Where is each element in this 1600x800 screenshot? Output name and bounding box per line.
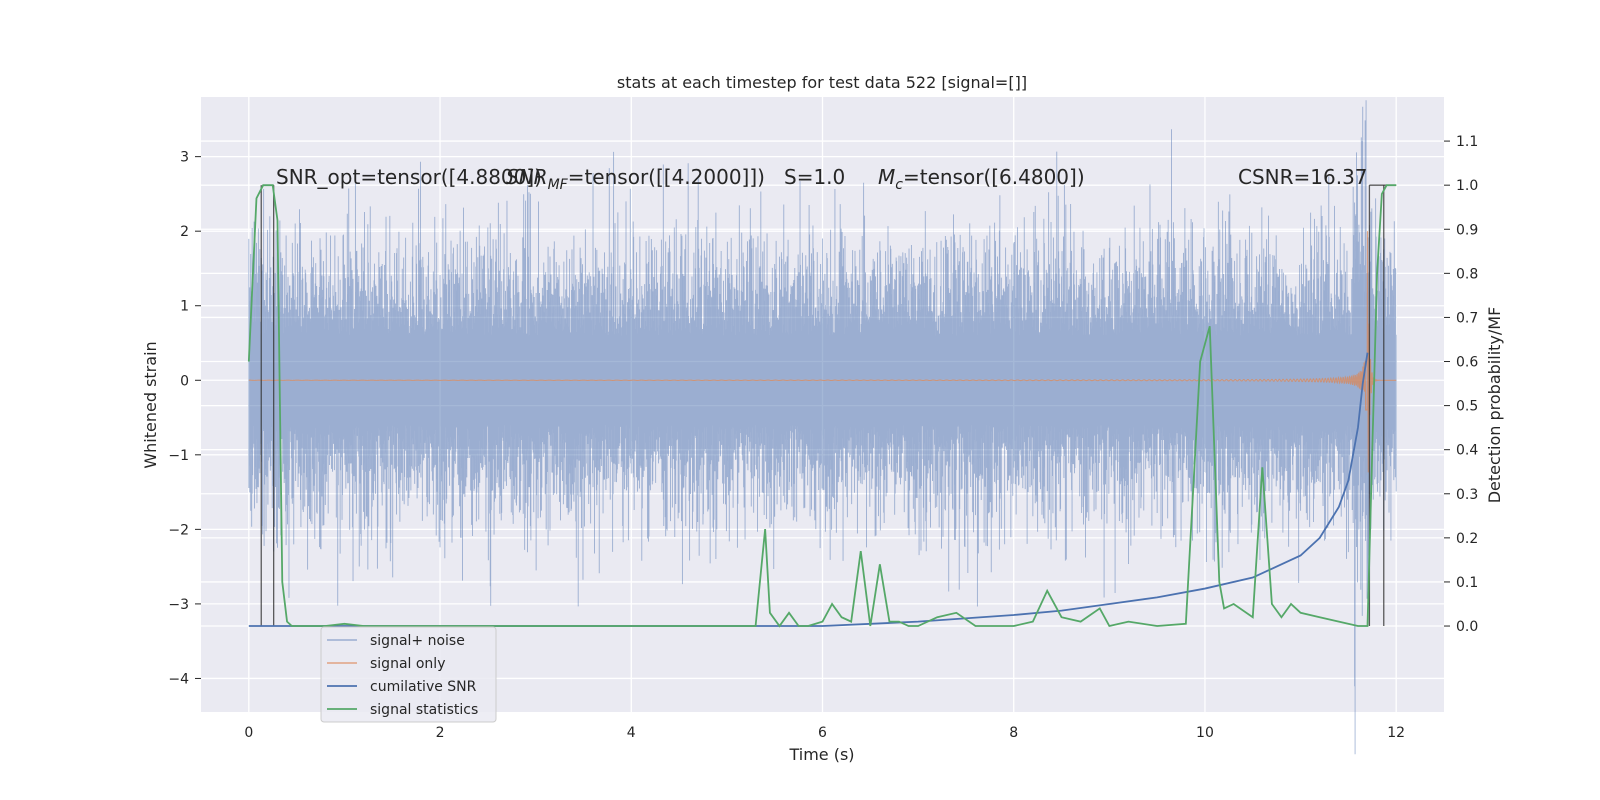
annotation-s: S=1.0 <box>784 165 845 189</box>
signal-statistics-line <box>247 184 1397 628</box>
x-tick-label: 12 <box>1387 725 1405 741</box>
annotation-snr-mf: SNRMF=tensor([[4.2000]]) <box>506 165 765 193</box>
signal-noise-line <box>248 100 1397 755</box>
y-tick-label: −4 <box>168 671 189 687</box>
y-tick-label: 2 <box>180 224 189 240</box>
legend: signal+ noise signal only cumilative SNR… <box>320 626 497 723</box>
x-tick-label: 4 <box>627 725 636 741</box>
y-tick-label: −1 <box>168 448 189 464</box>
y-tick-label: −2 <box>168 522 189 538</box>
y-right-tick-label: 0.8 <box>1456 266 1478 282</box>
y-tick-label: 0 <box>180 373 189 389</box>
y-right-tick-label: 0.9 <box>1456 222 1478 238</box>
chart-title: stats at each timestep for test data 522… <box>617 73 1027 92</box>
cumulative-snr-series <box>248 352 1369 627</box>
legend-label-stats: signal statistics <box>370 702 478 718</box>
legend-label-noise: signal+ noise <box>370 633 465 649</box>
y-right-tick-label: 0.6 <box>1456 355 1478 371</box>
legend-label-signal: signal only <box>370 656 445 672</box>
annotation-csnr: CSNR=16.37 <box>1238 165 1368 189</box>
y-axis-right-label: Detection probability/MF <box>1485 307 1504 504</box>
y-right-tick-label: 0.4 <box>1456 443 1478 459</box>
legend-label-cumsnr: cumilative SNR <box>370 679 477 695</box>
y-right-tick-label: 0.1 <box>1456 575 1478 591</box>
y-tick-label: 1 <box>180 299 189 315</box>
y-right-tick-label: 1.1 <box>1456 134 1478 150</box>
x-axis-label: Time (s) <box>788 745 854 764</box>
y-tick-label: −3 <box>168 597 189 613</box>
x-tick-label: 6 <box>818 725 827 741</box>
legend-box <box>320 626 497 723</box>
y-right-tick-label: 0.0 <box>1456 619 1478 635</box>
y-right-tick-label: 0.5 <box>1456 399 1478 415</box>
cumulative-snr-line <box>248 352 1369 627</box>
y-right-tick-label: 0.2 <box>1456 531 1478 547</box>
tick-labels: 0 2 4 6 8 10 12−4−3−2−101230.00.10.20.30.40.50… <box>168 134 1478 741</box>
x-tick-label: 2 <box>436 725 445 741</box>
x-tick-label: 0 <box>244 725 253 741</box>
x-tick-label: 8 <box>1009 725 1018 741</box>
y-right-tick-label: 0.7 <box>1456 310 1478 326</box>
y-axis-label: Whitened strain <box>141 341 160 468</box>
y-right-tick-label: 1.0 <box>1456 178 1478 194</box>
signal-statistics-series <box>247 184 1397 628</box>
signal-only-line <box>248 231 1397 473</box>
y-tick-label: 3 <box>180 150 189 166</box>
signal-noise-series <box>248 100 1397 755</box>
annotation-mc: Mc=tensor([6.4800]) <box>878 165 1085 193</box>
x-tick-label: 10 <box>1196 725 1214 741</box>
y-right-tick-label: 0.3 <box>1456 487 1478 503</box>
annotation-snr-opt: SNR_opt=tensor([4.8800]) <box>276 165 542 189</box>
signal-only-series <box>248 231 1397 473</box>
